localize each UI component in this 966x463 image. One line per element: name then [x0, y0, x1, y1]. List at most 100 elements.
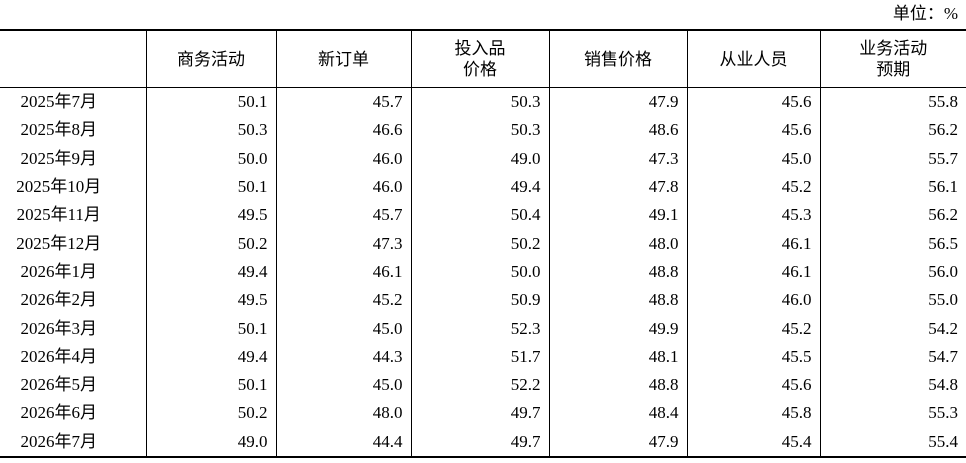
- value-cell: 45.2: [686, 314, 820, 343]
- value-cell: 55.7: [819, 144, 966, 173]
- table-row: 2025年11月 49.5 45.7 50.4 49.1 45.3 56.2: [0, 201, 966, 230]
- header-cell: 业务活动 预期: [819, 30, 966, 88]
- month-cell: 2026年6月: [20, 403, 98, 423]
- value-cell: 45.0: [275, 370, 411, 400]
- value-cell: 45.6: [686, 370, 820, 400]
- value-cell: 45.3: [686, 201, 820, 230]
- value-cell: 44.4: [275, 427, 411, 457]
- value-cell: 50.1: [145, 314, 276, 343]
- header-cell: 商务活动: [145, 30, 276, 88]
- value-cell: 47.3: [548, 144, 687, 173]
- value-cell: 50.3: [410, 116, 549, 145]
- value-cell: 50.3: [410, 87, 549, 117]
- value-cell: 56.5: [819, 229, 966, 258]
- value-cell: 50.4: [410, 201, 549, 230]
- value-cell: 55.0: [819, 286, 966, 315]
- table-row: 2025年8月 50.3 46.6 50.3 48.6 45.6 56.2: [0, 116, 966, 145]
- value-cell: 54.2: [819, 314, 966, 343]
- value-cell: 52.3: [410, 314, 549, 343]
- value-cell: 49.5: [145, 201, 276, 230]
- header-text: 新订单: [318, 49, 369, 69]
- value-cell: 49.1: [548, 201, 687, 230]
- value-cell: 50.1: [145, 172, 276, 202]
- month-cell: 2026年3月: [20, 318, 98, 338]
- value-cell: 45.4: [686, 427, 820, 457]
- value-cell: 55.4: [819, 427, 966, 457]
- value-cell: 46.1: [275, 257, 411, 287]
- value-cell: 48.8: [548, 286, 687, 315]
- month-cell: 2025年7月: [20, 92, 98, 112]
- table-row: 2026年6月 50.2 48.0 49.7 48.4 45.8 55.3: [0, 399, 966, 428]
- month-cell: 2025年12月: [16, 233, 102, 253]
- value-cell: 55.3: [819, 399, 966, 428]
- value-cell: 56.2: [819, 201, 966, 230]
- value-cell: 49.5: [145, 286, 276, 315]
- value-cell: 51.7: [410, 342, 549, 371]
- value-cell: 50.2: [410, 229, 549, 258]
- value-cell: 45.2: [686, 172, 820, 202]
- value-cell: 49.4: [145, 342, 276, 371]
- value-cell: 49.0: [410, 144, 549, 173]
- value-cell: 49.7: [410, 399, 549, 428]
- table-row: 2026年5月 50.1 45.0 52.2 48.8 45.6 54.8: [0, 370, 966, 400]
- value-cell: 46.0: [275, 172, 411, 202]
- header-text: 投入品: [454, 39, 506, 58]
- value-cell: 46.1: [686, 257, 820, 287]
- month-cell: 2026年7月: [20, 431, 98, 451]
- table-row: 2026年1月 49.4 46.1 50.0 48.8 46.1 56.0: [0, 257, 966, 287]
- value-cell: 46.1: [686, 229, 820, 258]
- value-cell: 45.7: [275, 201, 411, 230]
- value-cell: 50.2: [145, 399, 276, 428]
- header-text: 商务活动: [177, 49, 245, 69]
- value-cell: 46.0: [275, 144, 411, 173]
- value-cell: 45.6: [686, 116, 820, 145]
- header-text: 业务活动: [859, 39, 928, 58]
- value-cell: 48.1: [548, 342, 687, 371]
- header-cell: [0, 30, 146, 88]
- value-cell: 56.0: [819, 257, 966, 287]
- value-cell: 45.6: [686, 87, 820, 117]
- value-cell: 47.9: [548, 87, 687, 117]
- month-cell: 2026年4月: [20, 346, 98, 366]
- table-row: 2026年3月 50.1 45.0 52.3 49.9 45.2 54.2: [0, 314, 966, 343]
- value-cell: 45.0: [275, 314, 411, 343]
- value-cell: 56.1: [819, 172, 966, 202]
- table-row: 2025年12月 50.2 47.3 50.2 48.0 46.1 56.5: [0, 229, 966, 258]
- value-cell: 48.8: [548, 370, 687, 400]
- value-cell: 48.6: [548, 116, 687, 145]
- value-cell: 47.9: [548, 427, 687, 457]
- table-row: 2026年2月 49.5 45.2 50.9 48.8 46.0 55.0: [0, 286, 966, 315]
- month-cell: 2025年9月: [20, 148, 98, 168]
- data-table: 商务活动 新订单 投入品 价格 销售价格 从业人员 业务活动 预期 2025年7月 50.1 45…: [0, 29, 966, 458]
- table-row: 2025年9月 50.0 46.0 49.0 47.3 45.0 55.7: [0, 144, 966, 173]
- value-cell: 49.7: [410, 427, 549, 457]
- value-cell: 56.2: [819, 116, 966, 145]
- month-cell: 2026年1月: [20, 261, 98, 281]
- value-cell: 55.8: [819, 87, 966, 117]
- value-cell: 48.4: [548, 399, 687, 428]
- value-cell: 45.0: [686, 144, 820, 173]
- value-cell: 45.8: [686, 399, 820, 428]
- value-cell: 49.9: [548, 314, 687, 343]
- value-cell: 54.8: [819, 370, 966, 400]
- value-cell: 50.3: [145, 116, 276, 145]
- value-cell: 50.2: [145, 229, 276, 258]
- value-cell: 49.0: [145, 427, 276, 457]
- table-row: 2025年7月 50.1 45.7 50.3 47.9 45.6 55.8: [0, 87, 966, 117]
- month-cell: 2025年10月: [16, 177, 102, 197]
- month-cell: 2025年11月: [16, 205, 101, 225]
- table-row: 2026年4月 49.4 44.3 51.7 48.1 45.5 54.7: [0, 342, 966, 371]
- value-cell: 49.4: [410, 172, 549, 202]
- unit-label: 单位：%: [892, 4, 958, 23]
- value-cell: 52.2: [410, 370, 549, 400]
- value-cell: 50.1: [145, 87, 276, 117]
- month-cell: 2026年5月: [20, 375, 98, 395]
- value-cell: 47.8: [548, 172, 687, 202]
- header-cell: 投入品 价格: [410, 30, 549, 88]
- header-text: 销售价格: [584, 49, 652, 69]
- value-cell: 48.8: [548, 257, 687, 287]
- header-text: 预期: [876, 60, 911, 79]
- value-cell: 45.5: [686, 342, 820, 371]
- value-cell: 45.2: [275, 286, 411, 315]
